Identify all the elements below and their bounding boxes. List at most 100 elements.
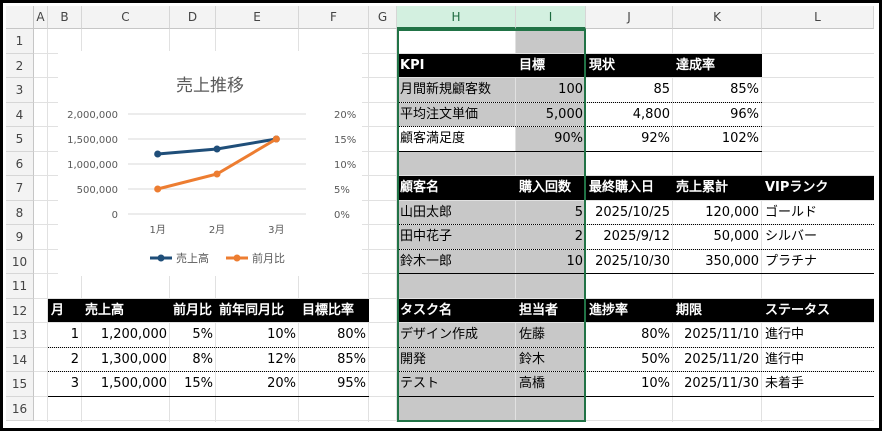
customer-table-header[interactable]: 購入回数 bbox=[516, 176, 586, 200]
task-table-cell[interactable]: 2025/11/30 bbox=[684, 376, 759, 391]
task-table-header[interactable]: ステータス bbox=[762, 298, 874, 322]
row-header-9[interactable]: 9 bbox=[6, 225, 34, 250]
row-header-1[interactable]: 1 bbox=[6, 29, 34, 54]
row-header-3[interactable]: 3 bbox=[6, 78, 34, 103]
sales-table-cell[interactable]: 12% bbox=[267, 351, 296, 367]
task-table-cell[interactable]: 未着手 bbox=[765, 376, 805, 391]
task-table-cell[interactable]: 高橋 bbox=[519, 376, 546, 391]
spreadsheet-grid[interactable]: A B C D E F G H I J K L 1 2 3 4 5 6 7 8 9 10 11 12 13 14 15 16 月売上高前… bbox=[6, 6, 874, 422]
task-table-cell[interactable]: 2025/11/10 bbox=[684, 327, 759, 342]
kpi-table-cell[interactable]: 85% bbox=[730, 82, 759, 97]
kpi-table-header[interactable]: 達成率 bbox=[673, 53, 762, 77]
row-header-13[interactable]: 13 bbox=[6, 323, 34, 348]
customer-table-header[interactable]: 顧客名 bbox=[397, 176, 516, 200]
kpi-table-cell[interactable]: 102% bbox=[721, 131, 759, 146]
row-header-14[interactable]: 14 bbox=[6, 347, 34, 372]
sales-table-cell[interactable]: 10% bbox=[267, 327, 296, 342]
task-table-cell[interactable]: 進行中 bbox=[765, 351, 805, 367]
row-header-8[interactable]: 8 bbox=[6, 200, 34, 225]
column-header-e[interactable]: E bbox=[216, 6, 299, 29]
task-table-cell[interactable]: 進行中 bbox=[765, 327, 805, 342]
customer-table-header[interactable]: 売上累計 bbox=[673, 176, 762, 200]
column-header-l[interactable]: L bbox=[762, 6, 874, 29]
row-header-10[interactable]: 10 bbox=[6, 249, 34, 274]
sales-table-header[interactable]: 前年同月比 bbox=[216, 298, 299, 322]
task-table-cell[interactable]: デザイン作成 bbox=[400, 327, 479, 342]
sales-table-cell[interactable]: 1,300,000 bbox=[100, 351, 167, 367]
task-table-cell[interactable]: 80% bbox=[641, 327, 670, 342]
sales-table-header[interactable]: 月 bbox=[48, 298, 82, 322]
row-header-15[interactable]: 15 bbox=[6, 372, 34, 397]
sales-table-cell[interactable]: 1,200,000 bbox=[100, 327, 167, 342]
kpi-table-cell[interactable]: 100 bbox=[558, 82, 583, 97]
customer-table-cell[interactable]: 10 bbox=[566, 253, 583, 269]
sales-table-cell[interactable]: 95% bbox=[337, 376, 366, 391]
sales-table-cell[interactable]: 1,500,000 bbox=[100, 376, 167, 391]
row-header-7[interactable]: 7 bbox=[6, 176, 34, 201]
task-table-cell[interactable]: 2025/11/20 bbox=[684, 351, 759, 367]
customer-table-header[interactable]: 最終購入日 bbox=[586, 176, 673, 200]
task-table-header[interactable]: 期限 bbox=[673, 298, 762, 322]
customer-table-cell[interactable]: 350,000 bbox=[705, 253, 759, 269]
kpi-table-cell[interactable]: 96% bbox=[730, 106, 759, 122]
sales-table-cell[interactable]: 8% bbox=[192, 351, 213, 367]
customer-table-cell[interactable]: 5 bbox=[574, 204, 583, 220]
sales-table-cell[interactable]: 5% bbox=[192, 327, 213, 342]
sales-table-cell[interactable]: 80% bbox=[337, 327, 366, 342]
task-table-cell[interactable]: 10% bbox=[641, 376, 670, 391]
customer-table-cell[interactable]: シルバー bbox=[765, 229, 818, 244]
column-header-f[interactable]: F bbox=[299, 6, 369, 29]
customer-table-cell[interactable]: 鈴木一郎 bbox=[400, 253, 453, 269]
task-table-header[interactable]: 進捗率 bbox=[586, 298, 673, 322]
task-table-cell[interactable]: 開発 bbox=[400, 351, 427, 367]
task-table-cell[interactable]: 佐藤 bbox=[519, 327, 546, 342]
kpi-table-header[interactable]: KPI bbox=[397, 53, 516, 77]
column-header-g[interactable]: G bbox=[369, 6, 397, 29]
sales-table-cell[interactable]: 1 bbox=[70, 327, 79, 342]
kpi-table-cell[interactable]: 顧客満足度 bbox=[400, 131, 466, 146]
row-header-16[interactable]: 16 bbox=[6, 396, 34, 421]
sales-table-header[interactable]: 前月比 bbox=[170, 298, 216, 322]
customer-table-cell[interactable]: 山田太郎 bbox=[400, 204, 453, 220]
row-header-5[interactable]: 5 bbox=[6, 127, 34, 152]
column-header-c[interactable]: C bbox=[82, 6, 170, 29]
kpi-table-cell[interactable]: 92% bbox=[641, 131, 670, 146]
task-table-cell[interactable]: テスト bbox=[400, 376, 440, 391]
task-table-header[interactable]: 担当者 bbox=[516, 298, 586, 322]
kpi-table-cell[interactable]: 月間新規顧客数 bbox=[400, 82, 492, 97]
row-header-4[interactable]: 4 bbox=[6, 102, 34, 127]
sales-table-cell[interactable]: 15% bbox=[184, 376, 213, 391]
column-header-i[interactable]: I bbox=[516, 6, 586, 29]
customer-table-cell[interactable]: 2025/10/30 bbox=[595, 253, 670, 269]
customer-table-cell[interactable]: プラチナ bbox=[765, 253, 818, 269]
task-table-cell[interactable]: 50% bbox=[641, 351, 670, 367]
column-header-d[interactable]: D bbox=[170, 6, 216, 29]
customer-table-cell[interactable]: 2025/10/25 bbox=[595, 204, 670, 220]
kpi-table-cell[interactable]: 85 bbox=[653, 82, 670, 97]
column-header-b[interactable]: B bbox=[48, 6, 82, 29]
row-header-12[interactable]: 12 bbox=[6, 298, 34, 323]
sales-table-cell[interactable]: 85% bbox=[337, 351, 366, 367]
task-table-cell[interactable]: 鈴木 bbox=[519, 351, 546, 367]
sales-table-cell[interactable]: 3 bbox=[70, 376, 79, 391]
column-header-k[interactable]: K bbox=[673, 6, 762, 29]
kpi-table-cell[interactable]: 90% bbox=[554, 131, 583, 146]
kpi-table-header[interactable]: 現状 bbox=[586, 53, 673, 77]
customer-table-cell[interactable]: 2 bbox=[574, 229, 583, 244]
row-header-2[interactable]: 2 bbox=[6, 53, 34, 78]
column-header-a[interactable]: A bbox=[34, 6, 48, 29]
customer-table-cell[interactable]: 50,000 bbox=[713, 229, 760, 244]
customer-table-cell[interactable]: 2025/9/12 bbox=[603, 229, 670, 244]
customer-table-cell[interactable]: 田中花子 bbox=[400, 229, 453, 244]
task-table-header[interactable]: タスク名 bbox=[397, 298, 516, 322]
kpi-table-cell[interactable]: 平均注文単価 bbox=[400, 106, 479, 122]
row-header-11[interactable]: 11 bbox=[6, 274, 34, 299]
kpi-table-cell[interactable]: 5,000 bbox=[545, 106, 583, 122]
kpi-table-cell[interactable]: 4,800 bbox=[632, 106, 670, 122]
sales-table-cell[interactable]: 20% bbox=[267, 376, 296, 391]
sales-table-header[interactable]: 目標比率 bbox=[299, 298, 369, 322]
customer-table-cell[interactable]: ゴールド bbox=[765, 204, 818, 220]
customer-table-cell[interactable]: 120,000 bbox=[705, 204, 759, 220]
kpi-table-header[interactable]: 目標 bbox=[516, 53, 586, 77]
sales-table-cell[interactable]: 2 bbox=[70, 351, 79, 367]
